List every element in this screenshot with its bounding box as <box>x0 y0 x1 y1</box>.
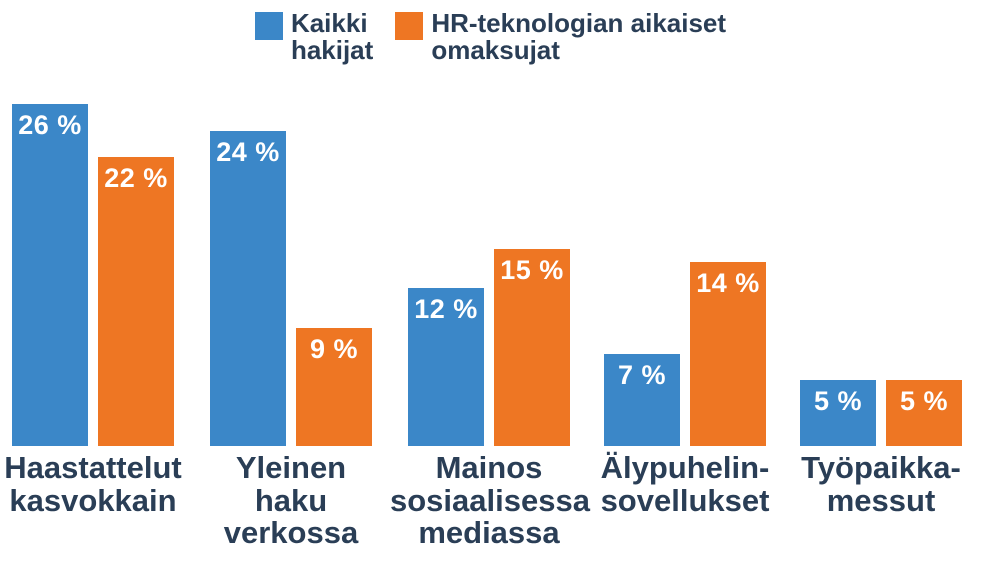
bar-s0-c0: 26 % <box>12 104 88 446</box>
bar-s1-c0: 22 % <box>98 157 174 446</box>
x-axis-labels: Haastattelut kasvokkain Yleinen haku ver… <box>0 446 981 586</box>
bar-s1-c2: 15 % <box>494 249 570 446</box>
bar-value-s0-c1: 24 % <box>216 137 280 168</box>
bar-group-c2: 12 % 15 % <box>408 249 570 446</box>
legend-item-series-1: HR-teknologian aikaiset omaksujat <box>395 10 726 65</box>
legend-label-series-1: HR-teknologian aikaiset omaksujat <box>431 10 726 65</box>
bar-value-s1-c4: 5 % <box>900 386 948 417</box>
bar-value-s1-c2: 15 % <box>500 255 564 286</box>
legend-item-series-0: Kaikki hakijat <box>255 10 373 65</box>
bar-s0-c4: 5 % <box>800 380 876 446</box>
x-label-c3: Älypuhelin- sovellukset <box>586 452 784 517</box>
bar-value-s1-c0: 22 % <box>104 163 168 194</box>
x-label-c1: Yleinen haku verkossa <box>210 452 372 550</box>
bar-group-c1: 24 % 9 % <box>210 131 372 446</box>
bar-value-s1-c3: 14 % <box>696 268 760 299</box>
bar-value-s0-c0: 26 % <box>18 110 82 141</box>
grouped-bar-chart: Kaikki hakijat HR-teknologian aikaiset o… <box>0 0 981 586</box>
bar-s0-c2: 12 % <box>408 288 484 446</box>
bar-value-s0-c3: 7 % <box>618 360 666 391</box>
bar-group-c3: 7 % 14 % <box>604 262 766 446</box>
bar-group-c0: 26 % 22 % <box>12 104 174 446</box>
bar-value-s1-c1: 9 % <box>310 334 358 365</box>
legend-swatch-series-1 <box>395 12 423 40</box>
bar-value-s0-c2: 12 % <box>414 294 478 325</box>
bar-s1-c3: 14 % <box>690 262 766 446</box>
bar-s1-c4: 5 % <box>886 380 962 446</box>
bar-s0-c1: 24 % <box>210 131 286 446</box>
x-label-c4: Työpaikka- messut <box>782 452 980 517</box>
bar-value-s0-c4: 5 % <box>814 386 862 417</box>
legend: Kaikki hakijat HR-teknologian aikaiset o… <box>0 10 981 65</box>
plot-area: 26 % 22 % 24 % 9 % 12 % 15 % 7 % <box>0 78 981 446</box>
bar-s0-c3: 7 % <box>604 354 680 446</box>
legend-swatch-series-0 <box>255 12 283 40</box>
bar-group-c4: 5 % 5 % <box>800 380 962 446</box>
legend-label-series-0: Kaikki hakijat <box>291 10 373 65</box>
x-label-c0: Haastattelut kasvokkain <box>0 452 190 517</box>
x-label-c2: Mainos sosiaalisessa mediassa <box>390 452 588 550</box>
bar-s1-c1: 9 % <box>296 328 372 446</box>
